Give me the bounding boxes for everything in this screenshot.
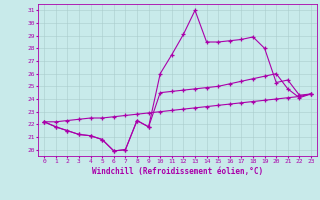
X-axis label: Windchill (Refroidissement éolien,°C): Windchill (Refroidissement éolien,°C) [92,167,263,176]
